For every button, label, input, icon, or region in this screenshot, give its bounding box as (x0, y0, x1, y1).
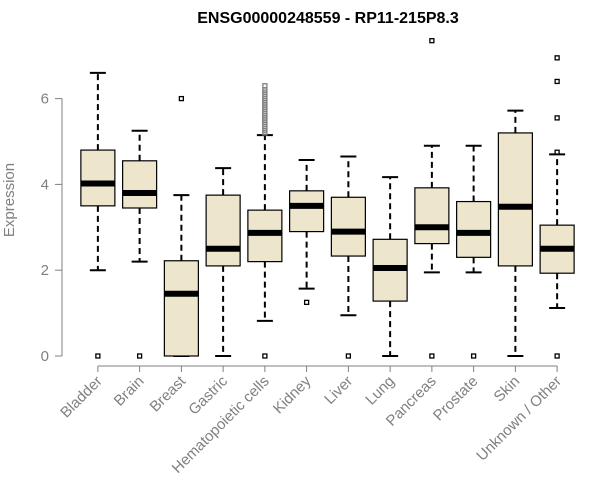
box-group-7 (372, 176, 408, 357)
box-group-11 (539, 55, 575, 359)
outlier-point (554, 78, 560, 85)
box-group-6 (330, 155, 366, 359)
y-tick-label-1: 2 (41, 262, 49, 279)
box-group-9 (456, 144, 492, 359)
box-iqr (289, 190, 325, 233)
outlier-point (554, 149, 560, 155)
box-iqr (330, 196, 366, 257)
box-iqr (414, 187, 450, 245)
box-group-4 (247, 83, 283, 359)
y-axis-label: Expression (1, 163, 18, 237)
box-iqr (80, 149, 116, 207)
box-group-8 (414, 38, 450, 359)
outlier-point (429, 353, 435, 359)
box-iqr (247, 209, 283, 263)
x-tick-label-10: Skin (491, 373, 524, 406)
x-tick-label-1: Brain (111, 373, 148, 410)
x-tick-label-2: Breast (147, 372, 190, 415)
x-tick-label-0: Bladder (57, 373, 106, 422)
box-iqr (163, 260, 199, 357)
x-tick-label-9: Prostate (430, 373, 482, 425)
box-group-2 (163, 95, 199, 357)
y-tick-label-3: 6 (41, 91, 49, 108)
outlier-point (429, 38, 435, 44)
box-iqr (497, 132, 533, 267)
box-iqr (205, 194, 241, 267)
boxes (80, 38, 575, 359)
box-iqr (122, 160, 158, 209)
box-group-1 (122, 129, 158, 359)
outlier-point (345, 353, 352, 359)
box-group-0 (80, 71, 116, 359)
outlier-point (262, 353, 268, 359)
box-group-5 (289, 158, 325, 306)
outlier-point (554, 115, 560, 121)
box-group-3 (205, 167, 241, 357)
outlier-point (554, 353, 560, 359)
axes: 0 2 4 6 (41, 91, 63, 365)
box-group-10 (497, 109, 533, 357)
outlier-point (303, 299, 310, 306)
chart-title: ENSG00000248559 - RP11-215P8.3 (197, 10, 459, 27)
y-tick-label-2: 4 (41, 176, 49, 193)
box-iqr (456, 200, 492, 258)
outlier-point (178, 95, 185, 102)
outlier-point (470, 353, 477, 359)
x-tick-label-5: Kidney (270, 372, 315, 417)
outlier-point (262, 83, 268, 89)
outlier-point (136, 353, 143, 359)
outlier-point (95, 353, 101, 359)
x-tick-label-6: Liver (321, 373, 356, 408)
x-tick-label-7: Lung (362, 373, 398, 409)
y-tick-label-0: 0 (41, 348, 49, 365)
outlier-point (554, 55, 560, 61)
